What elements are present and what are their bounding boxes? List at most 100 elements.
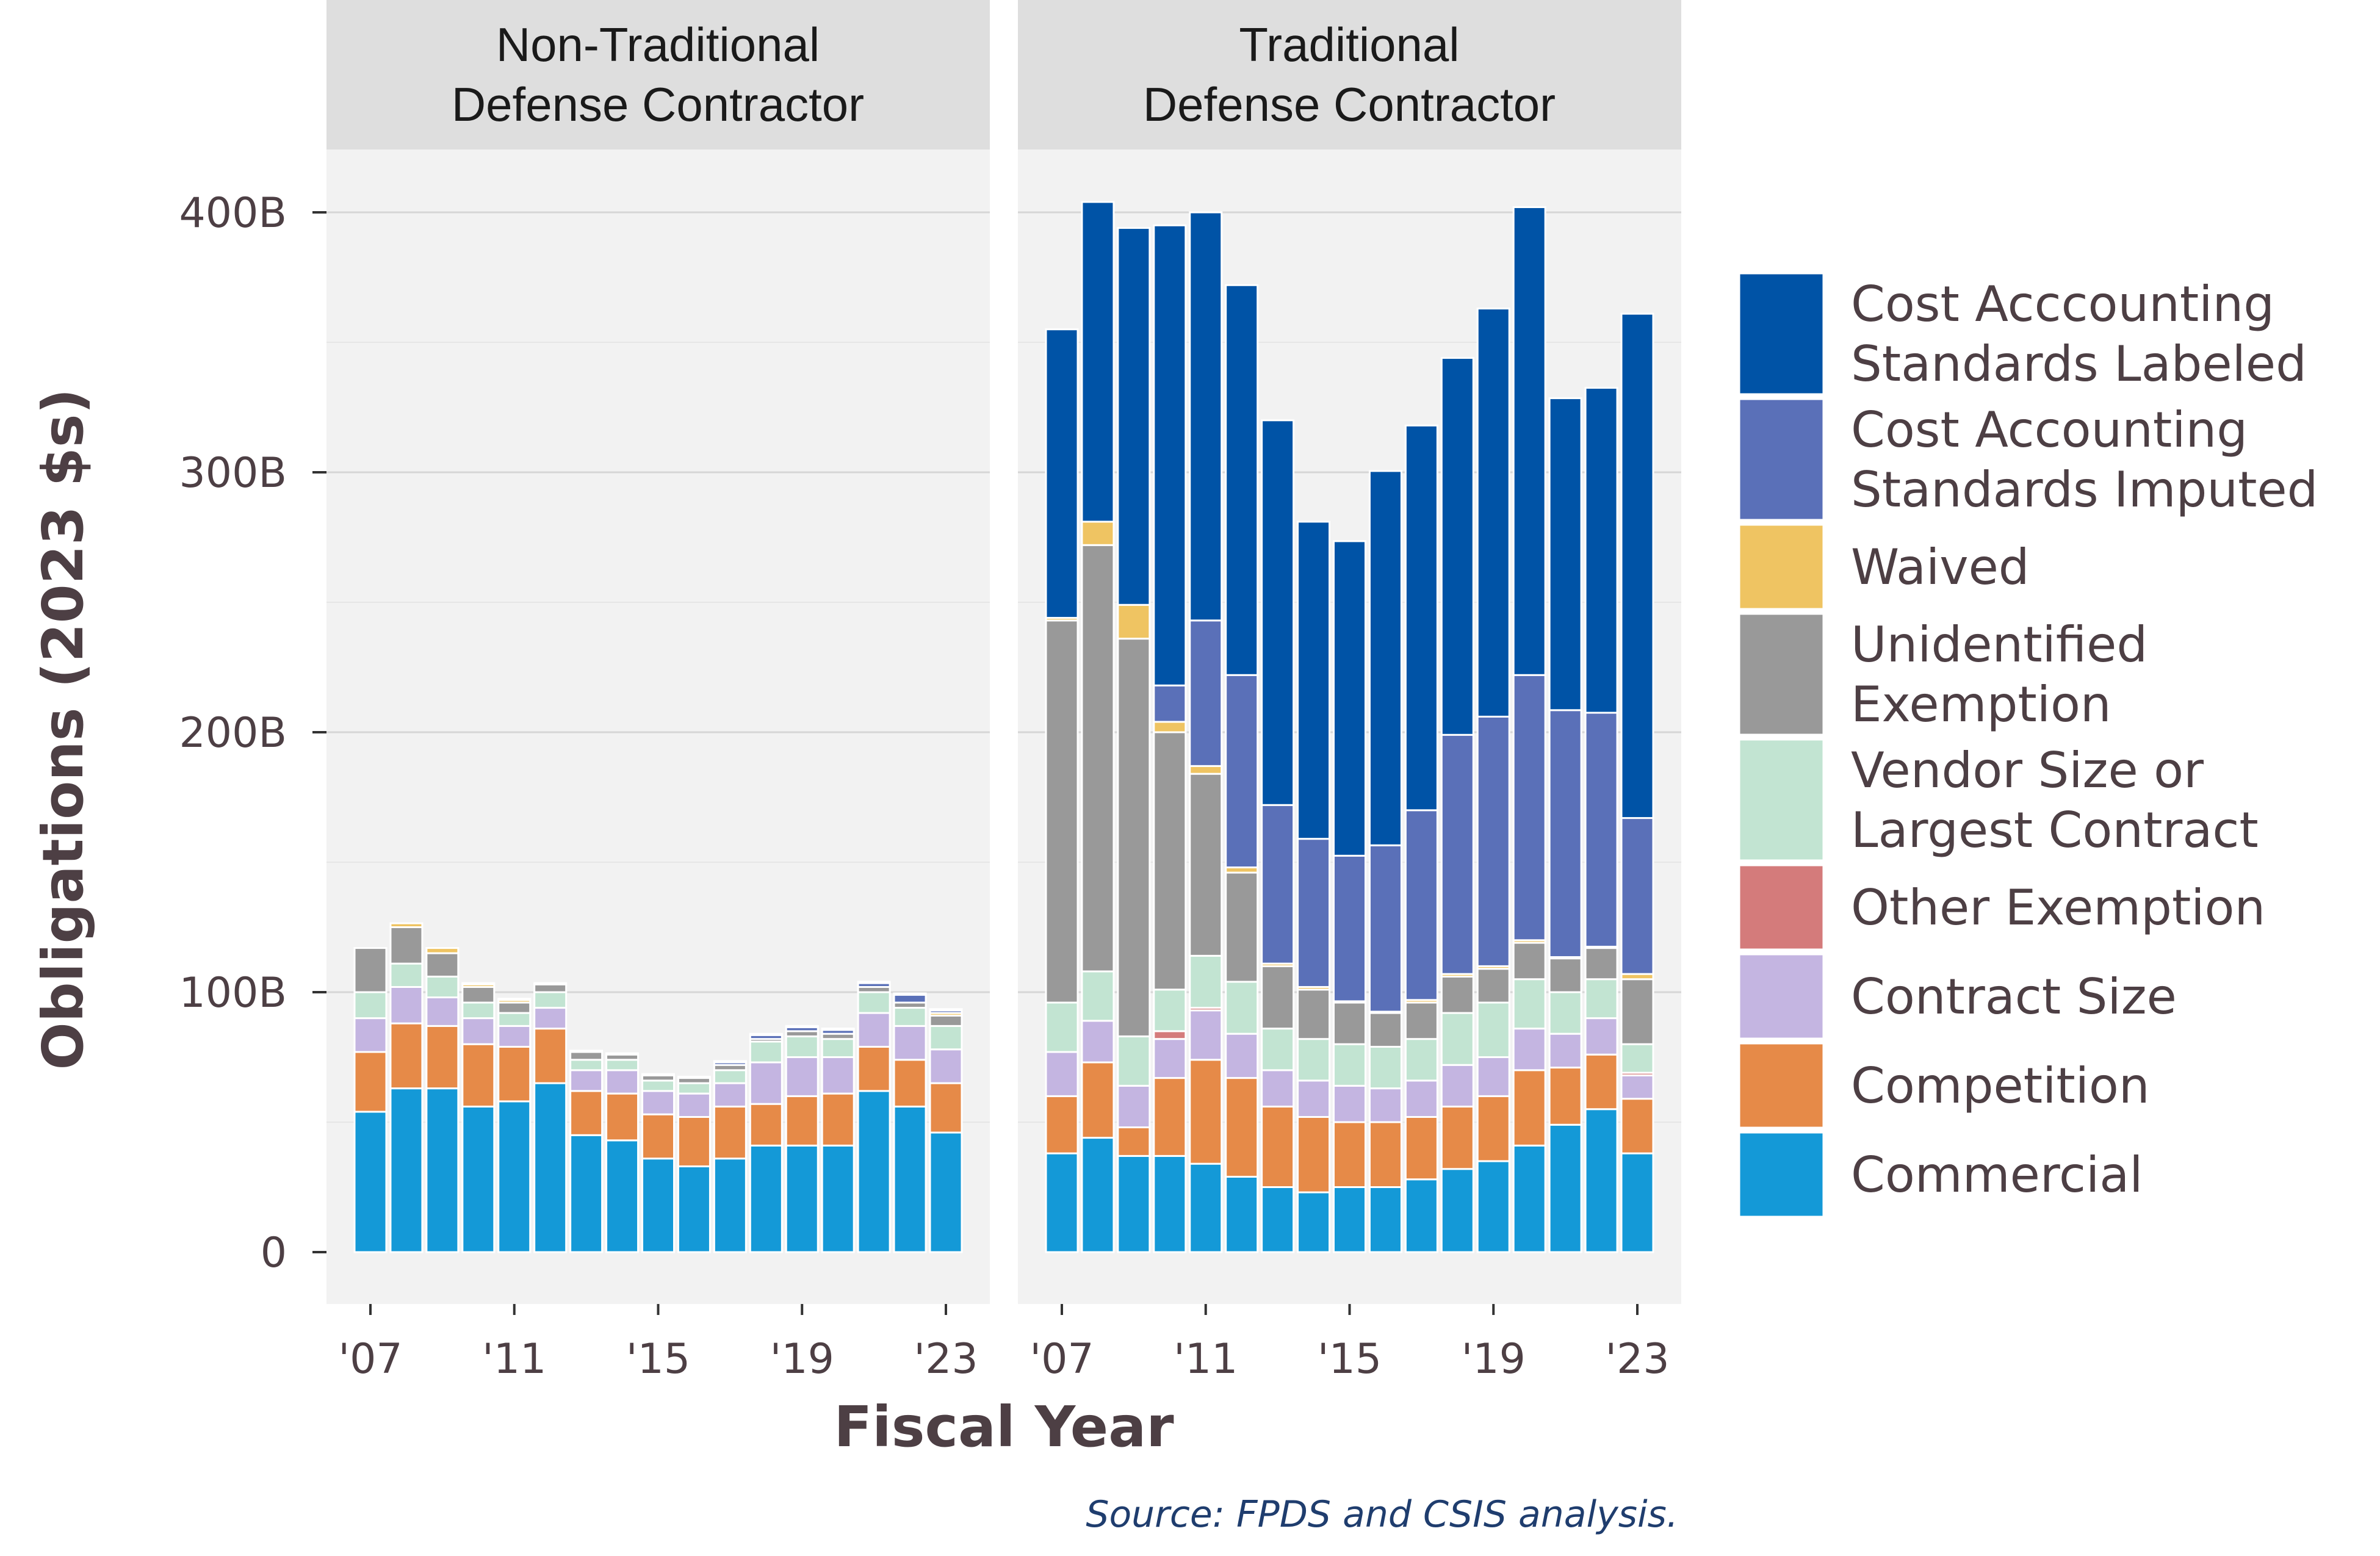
bar-segment bbox=[1404, 1038, 1438, 1082]
bar-segment bbox=[1261, 965, 1295, 1030]
bar-segment bbox=[821, 1092, 855, 1147]
bar-segment bbox=[1404, 1115, 1438, 1181]
bar-segment bbox=[1081, 1137, 1115, 1253]
bar-segment bbox=[857, 1012, 891, 1048]
facet-strip-right bbox=[1018, 0, 1681, 149]
bar-segment bbox=[1153, 1154, 1187, 1253]
bar-segment bbox=[497, 998, 532, 1001]
bar-segment bbox=[389, 1087, 424, 1253]
bar-segment bbox=[1225, 871, 1259, 983]
bar-segment bbox=[1512, 1069, 1546, 1147]
legend-key bbox=[1738, 524, 1825, 610]
bar-segment bbox=[1261, 1069, 1295, 1108]
bar-segment bbox=[749, 1061, 783, 1105]
bar-segment bbox=[1117, 227, 1151, 606]
x-tick-label: '07 bbox=[338, 1335, 402, 1383]
bar-segment bbox=[1081, 544, 1115, 973]
bar-segment bbox=[1512, 674, 1546, 942]
bar-segment bbox=[1476, 1001, 1510, 1059]
bar-segment bbox=[929, 1008, 963, 1012]
bar-segment bbox=[1368, 1121, 1402, 1188]
bar-segment bbox=[1081, 520, 1115, 546]
bar-segment bbox=[929, 1048, 963, 1084]
y-axis: 0 100B 200B 300B 400B bbox=[179, 189, 326, 1277]
bar-segment bbox=[569, 1051, 604, 1061]
legend-key bbox=[1738, 1042, 1825, 1129]
bar-segment bbox=[677, 1092, 711, 1118]
bar-segment bbox=[1333, 1084, 1366, 1123]
bar-segment bbox=[1261, 1186, 1295, 1253]
bar-segment bbox=[1117, 1035, 1151, 1087]
bar-segment bbox=[605, 1069, 640, 1095]
bar-segment bbox=[677, 1075, 711, 1079]
x-tick-label: '19 bbox=[1462, 1335, 1526, 1383]
bar-segment bbox=[893, 1105, 927, 1253]
bar-segment bbox=[1261, 804, 1295, 965]
legend-label: Commercial bbox=[1851, 1147, 2143, 1203]
bar-segment bbox=[497, 1045, 532, 1103]
bar-segment bbox=[677, 1115, 711, 1167]
bar-segment bbox=[1333, 1186, 1366, 1253]
bar-segment bbox=[1081, 1020, 1115, 1064]
x-axis-title: Fiscal Year bbox=[834, 1394, 1174, 1460]
bar-segment bbox=[821, 1144, 855, 1253]
bar-segment bbox=[1153, 989, 1187, 1032]
bar-segment bbox=[1045, 328, 1079, 619]
x-tick-label: '19 bbox=[770, 1335, 834, 1383]
bar-segment bbox=[1225, 284, 1259, 676]
bar-segment bbox=[1548, 991, 1582, 1035]
x-tick-label: '23 bbox=[1605, 1335, 1669, 1383]
bar-segment bbox=[497, 1012, 532, 1027]
bar-segment bbox=[713, 1105, 747, 1160]
bar-segment bbox=[605, 1059, 640, 1072]
bar-segment bbox=[1189, 954, 1223, 1009]
legend-label: Unidentified bbox=[1851, 616, 2147, 673]
bar-segment bbox=[749, 1040, 783, 1064]
bar-segment bbox=[533, 1007, 568, 1030]
x-axis: '07 '11 '15 '19 '23 '07 '11 '15 '19 '23 bbox=[338, 1304, 1670, 1383]
bar-segment bbox=[785, 1144, 819, 1253]
bar-segment bbox=[1620, 1074, 1654, 1100]
bar-segment bbox=[533, 982, 568, 985]
bar-segment bbox=[713, 1069, 747, 1084]
bar-segment bbox=[1117, 1126, 1151, 1157]
bar-segment bbox=[1333, 1043, 1366, 1087]
bar-segment bbox=[533, 1028, 568, 1084]
legend-label: Waived bbox=[1851, 539, 2030, 596]
bar-segment bbox=[1081, 970, 1115, 1022]
bar-segment bbox=[1548, 1067, 1582, 1126]
bar-segment bbox=[1584, 1017, 1618, 1056]
bar-segment bbox=[1440, 1012, 1474, 1066]
bar-segment bbox=[1297, 838, 1331, 988]
bar-segment bbox=[533, 983, 568, 993]
bar-segment bbox=[389, 1022, 424, 1090]
y-tick-label: 200B bbox=[179, 709, 287, 757]
bar-segment bbox=[1333, 540, 1366, 857]
legend-key bbox=[1738, 1131, 1825, 1218]
bar-segment bbox=[1225, 981, 1259, 1035]
bar-segment bbox=[857, 991, 891, 1014]
bar-segment bbox=[1045, 619, 1079, 1004]
legend-label: Contract Size bbox=[1851, 968, 2177, 1025]
bar-segment bbox=[1512, 206, 1546, 676]
bar-segment bbox=[1440, 975, 1474, 1014]
legend-key bbox=[1738, 738, 1825, 862]
bar-segment bbox=[641, 1158, 675, 1253]
bar-segment bbox=[641, 1113, 675, 1160]
facet-title-right-line2: Defense Contractor bbox=[1143, 77, 1556, 131]
bar-segment bbox=[677, 1165, 711, 1253]
bar-segment bbox=[1333, 1001, 1366, 1045]
y-axis-title: Obligations (2023 $s) bbox=[31, 388, 96, 1070]
y-tick-label: 300B bbox=[179, 449, 287, 497]
bar-segment bbox=[1333, 1121, 1366, 1188]
bar-segment bbox=[1548, 397, 1582, 711]
bar-segment bbox=[461, 1017, 496, 1045]
bar-segment bbox=[1117, 1084, 1151, 1129]
bar-segment bbox=[1045, 1152, 1079, 1253]
bar-segment bbox=[1189, 1162, 1223, 1253]
bar-segment bbox=[1189, 765, 1223, 775]
bar-segment bbox=[425, 975, 460, 999]
bar-segment bbox=[1045, 1001, 1079, 1053]
bar-segment bbox=[1368, 470, 1402, 846]
bar-segment bbox=[1512, 1144, 1546, 1253]
